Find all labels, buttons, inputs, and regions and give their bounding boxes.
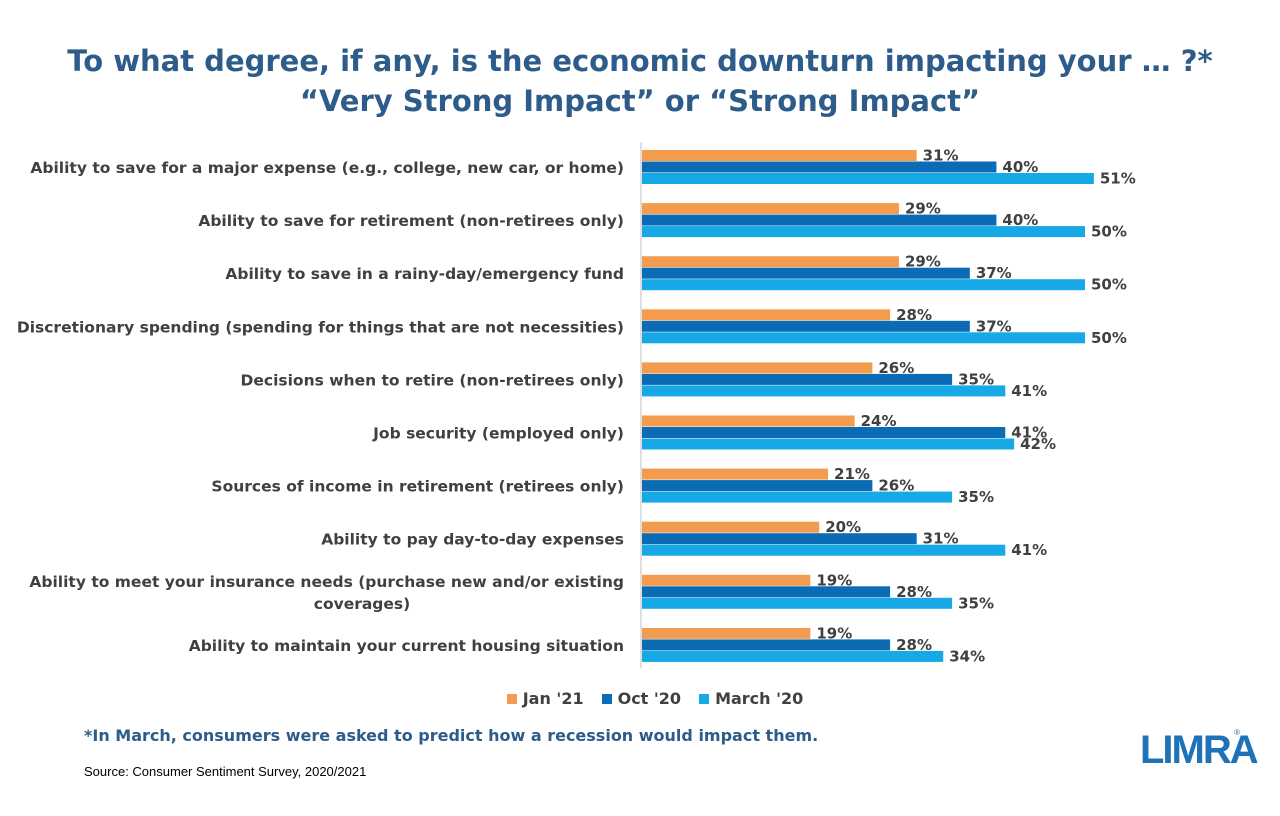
bar-jan-21-5	[642, 362, 873, 374]
data-label-march-20-3: 50%	[1091, 276, 1127, 294]
data-label-jan-21-6: 24%	[861, 412, 897, 430]
data-label-oct-20-2: 40%	[1002, 211, 1038, 229]
bar-march-20-7	[642, 491, 953, 503]
data-label-march-20-10: 34%	[949, 647, 985, 665]
logo-wordmark: LIMRA	[1140, 728, 1259, 772]
bar-jan-21-4	[642, 309, 891, 321]
bar-oct-20-6	[642, 427, 1006, 438]
bar-march-20-4	[642, 332, 1085, 344]
bar-jan-21-7	[642, 468, 829, 480]
category-label-2: Ability to save for retirement (non-reti…	[198, 212, 624, 230]
data-label-oct-20-9: 28%	[896, 583, 932, 601]
legend-label-oct20: Oct '20	[617, 689, 682, 708]
data-label-oct-20-7: 26%	[878, 477, 914, 495]
category-label-8: Ability to pay day-to-day expenses	[321, 531, 624, 549]
chart-legend: Jan '21 Oct '20 March '20	[0, 689, 1280, 708]
bar-oct-20-7	[642, 480, 873, 492]
category-label-5: Decisions when to retire (non-retirees o…	[241, 371, 625, 389]
legend-item-oct20: Oct '20	[601, 689, 682, 708]
bar-jan-21-1	[642, 150, 917, 161]
bar-march-20-5	[642, 385, 1006, 397]
data-label-oct-20-3: 37%	[976, 264, 1012, 282]
bar-oct-20-8	[642, 533, 917, 545]
bar-oct-20-3	[642, 267, 970, 279]
bar-jan-21-2	[642, 203, 899, 215]
bar-oct-20-9	[642, 586, 891, 598]
bar-march-20-2	[642, 226, 1085, 238]
bar-jan-21-6	[642, 415, 855, 427]
legend-label-march20: March '20	[715, 689, 804, 708]
legend-label-jan21: Jan '21	[522, 689, 584, 708]
legend-swatch-jan21	[506, 693, 517, 704]
bar-jan-21-9	[642, 574, 811, 586]
data-label-jan-21-8: 20%	[825, 518, 861, 536]
data-label-march-20-4: 50%	[1091, 329, 1127, 347]
data-label-jan-21-7: 21%	[834, 465, 870, 483]
category-label-6: Job security (employed only)	[372, 425, 624, 443]
bar-jan-21-8	[642, 521, 820, 533]
category-label-3: Ability to save in a rainy-day/emergency…	[225, 265, 624, 283]
data-label-march-20-9: 35%	[958, 594, 994, 612]
limra-logo: LIMRA ®	[1140, 728, 1259, 772]
logo-registered-mark: ®	[1234, 728, 1240, 737]
data-label-oct-20-4: 37%	[976, 317, 1012, 335]
data-label-march-20-8: 41%	[1011, 541, 1047, 559]
chart-title: To what degree, if any, is the economic …	[67, 44, 1213, 78]
data-label-march-20-2: 50%	[1091, 223, 1127, 241]
chart-subtitle: “Very Strong Impact” or “Strong Impact”	[299, 84, 981, 118]
bar-oct-20-2	[642, 214, 997, 226]
bar-march-20-3	[642, 279, 1085, 291]
data-label-oct-20-10: 28%	[896, 636, 932, 654]
legend-swatch-march20	[699, 693, 710, 704]
data-label-jan-21-10: 19%	[816, 624, 852, 642]
source-note: Source: Consumer Sentiment Survey, 2020/…	[84, 764, 367, 779]
bar-march-20-10	[642, 650, 944, 662]
category-label-7: Sources of income in retirement (retiree…	[211, 478, 624, 496]
data-label-oct-20-1: 40%	[1002, 158, 1038, 176]
data-label-march-20-5: 41%	[1011, 382, 1047, 400]
category-label-9-line-1: Ability to meet your insurance needs (pu…	[29, 573, 624, 591]
bar-oct-20-5	[642, 373, 953, 385]
data-label-jan-21-2: 29%	[905, 200, 941, 218]
data-label-jan-21-3: 29%	[905, 253, 941, 271]
bar-oct-20-10	[642, 639, 891, 651]
category-label-4: Discretionary spending (spending for thi…	[17, 318, 624, 336]
bar-jan-21-3	[642, 256, 899, 268]
bar-oct-20-1	[642, 161, 997, 173]
bar-march-20-9	[642, 597, 953, 609]
bar-march-20-8	[642, 544, 1006, 556]
data-label-march-20-7: 35%	[958, 488, 994, 506]
data-label-oct-20-6: 41%	[1011, 424, 1047, 442]
footnote: *In March, consumers were asked to predi…	[84, 726, 819, 745]
data-label-jan-21-1: 31%	[923, 147, 959, 165]
legend-swatch-oct20	[601, 693, 612, 704]
bar-oct-20-4	[642, 320, 970, 332]
data-label-jan-21-5: 26%	[878, 359, 914, 377]
data-label-oct-20-8: 31%	[923, 530, 959, 548]
data-label-oct-20-5: 35%	[958, 370, 994, 388]
data-label-jan-21-4: 28%	[896, 306, 932, 324]
legend-item-march20: March '20	[699, 689, 803, 708]
category-label-10: Ability to maintain your current housing…	[189, 637, 624, 655]
bar-march-20-1	[642, 173, 1094, 184]
bar-jan-21-10	[642, 627, 811, 639]
data-label-march-20-1: 51%	[1100, 170, 1136, 188]
bar-march-20-6	[642, 438, 1015, 450]
bar-chart: Ability to save for a major expense (e.g…	[17, 142, 1136, 668]
legend-item-jan21: Jan '21	[506, 689, 584, 708]
data-label-march-20-6: 42%	[1020, 435, 1056, 453]
category-label-9-line-2: coverages)	[314, 595, 410, 613]
category-label-1: Ability to save for a major expense (e.g…	[30, 159, 624, 177]
data-label-jan-21-9: 19%	[816, 571, 852, 589]
